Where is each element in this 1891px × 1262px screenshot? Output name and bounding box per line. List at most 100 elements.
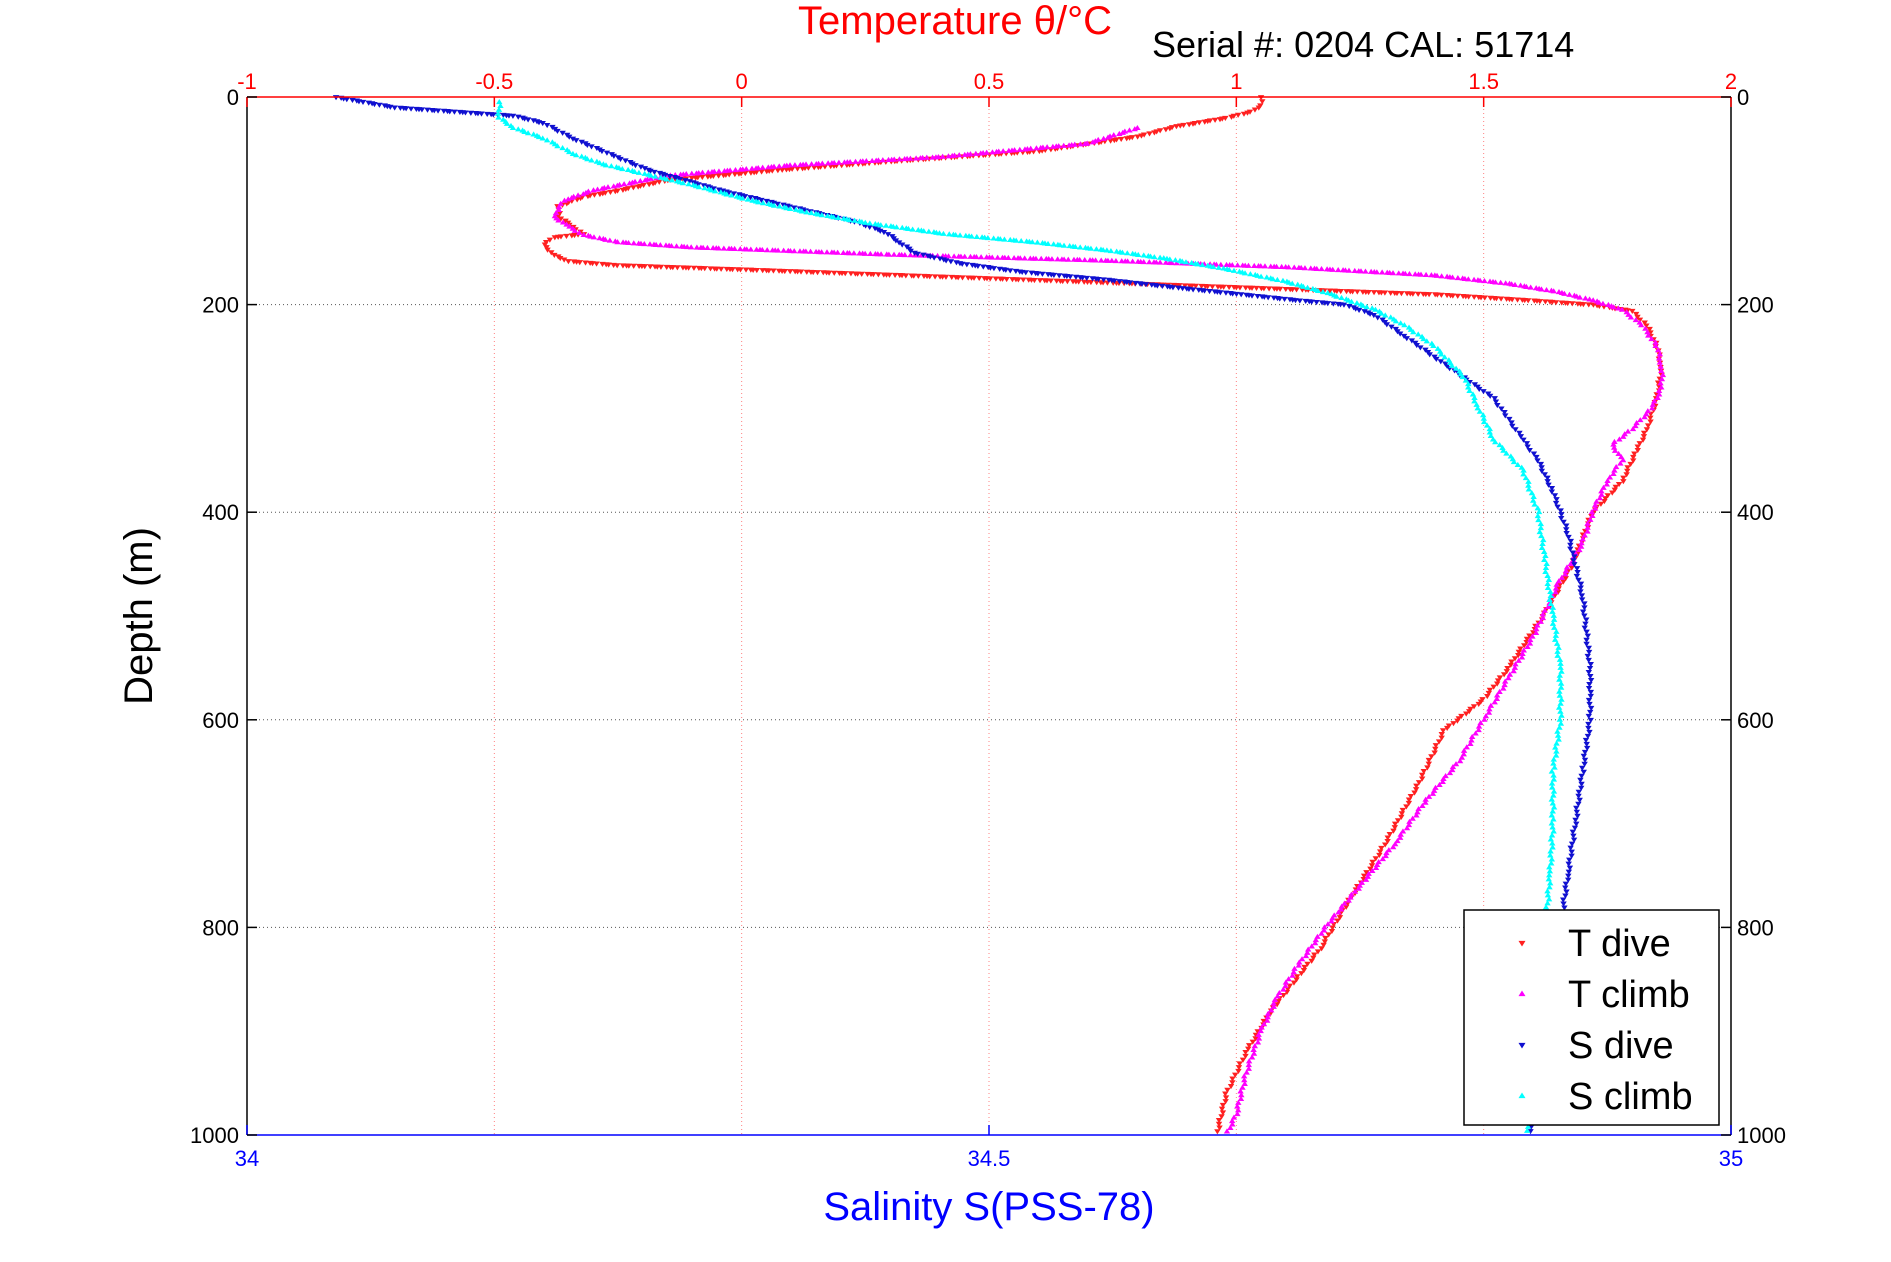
data-point (1640, 434, 1648, 440)
data-point (1604, 477, 1611, 483)
data-point (1440, 775, 1447, 782)
data-point (1540, 548, 1548, 555)
data-point (1560, 579, 1567, 585)
data-point (818, 249, 825, 255)
data-point (1537, 520, 1545, 527)
data-point (1426, 352, 1433, 358)
data-point (1298, 956, 1306, 962)
data-point (1392, 318, 1400, 324)
data-point (1289, 972, 1296, 978)
data-point (1418, 776, 1426, 782)
data-point (958, 261, 966, 267)
data-point (1529, 633, 1536, 639)
data-point (794, 166, 801, 172)
data-point (1140, 258, 1147, 265)
data-point (612, 189, 619, 195)
data-point (1322, 935, 1329, 941)
data-point (993, 148, 1000, 155)
data-point (1550, 612, 1558, 618)
data-point (1486, 706, 1493, 712)
left-tick-label: 200 (202, 293, 239, 318)
data-point (1537, 461, 1545, 467)
data-point (1245, 1061, 1252, 1068)
data-point (1569, 829, 1577, 835)
data-point (1550, 616, 1558, 622)
data-point (990, 235, 997, 241)
data-point (1531, 501, 1538, 507)
data-point (986, 276, 994, 282)
data-point (1465, 380, 1472, 387)
data-point (1362, 268, 1369, 274)
data-point (1240, 111, 1248, 117)
data-point (1363, 870, 1370, 876)
data-point (1291, 965, 1298, 971)
data-point (1595, 299, 1603, 305)
data-point (1065, 142, 1073, 148)
data-point (1408, 338, 1416, 344)
data-point (721, 168, 728, 174)
data-point (1366, 311, 1374, 317)
data-point (892, 238, 900, 244)
data-point (1640, 430, 1648, 436)
data-point (1481, 278, 1488, 284)
data-point (930, 255, 938, 261)
data-point (1048, 256, 1056, 262)
data-point (1234, 1107, 1242, 1113)
data-point (695, 184, 703, 190)
data-point (1395, 270, 1402, 276)
data-point (1229, 1121, 1236, 1127)
data-point (1234, 1103, 1241, 1109)
data-point (936, 230, 943, 236)
data-point (651, 169, 658, 175)
data-point (1237, 1095, 1245, 1102)
data-point (852, 158, 859, 164)
data-point (1555, 736, 1562, 742)
data-point (707, 266, 714, 272)
data-point (1215, 1117, 1223, 1124)
data-point (673, 243, 680, 249)
data-point (1439, 778, 1446, 784)
data-point (1438, 273, 1445, 279)
data-point (1492, 279, 1499, 285)
data-point (1508, 297, 1516, 303)
data-point (1452, 761, 1460, 767)
data-point (1378, 269, 1386, 275)
data-point (1515, 653, 1522, 659)
data-point (891, 272, 899, 279)
data-point (1281, 296, 1288, 302)
data-point (1480, 389, 1487, 395)
data-point (830, 214, 837, 220)
data-point (1219, 1110, 1227, 1116)
data-point (946, 231, 953, 237)
data-point (1270, 1000, 1277, 1006)
data-point (1558, 712, 1565, 718)
data-point (920, 228, 927, 234)
data-point (1414, 809, 1421, 815)
data-point (1611, 447, 1619, 453)
data-point (1338, 294, 1345, 301)
data-point (1550, 828, 1557, 834)
top-tick-label: -1 (237, 69, 257, 94)
data-point (1549, 620, 1557, 626)
data-point (1222, 1091, 1229, 1097)
data-point (1304, 946, 1312, 952)
legend: T dive T climb S dive S climb (1463, 909, 1720, 1126)
data-point (1557, 660, 1564, 666)
data-point (739, 195, 746, 201)
data-point (1092, 257, 1099, 263)
data-point (797, 161, 804, 167)
data-point (1095, 277, 1102, 283)
data-point (1535, 509, 1543, 515)
data-point (1227, 1084, 1235, 1090)
data-point (1409, 815, 1416, 821)
data-point (544, 247, 551, 253)
data-point (1496, 688, 1503, 695)
data-point (1273, 263, 1280, 269)
data-point (1422, 799, 1429, 805)
data-point (1293, 974, 1301, 980)
data-point (1496, 442, 1503, 448)
data-point (1233, 291, 1240, 298)
data-point (588, 144, 595, 150)
data-point (1557, 708, 1564, 714)
data-point (1236, 1061, 1243, 1067)
